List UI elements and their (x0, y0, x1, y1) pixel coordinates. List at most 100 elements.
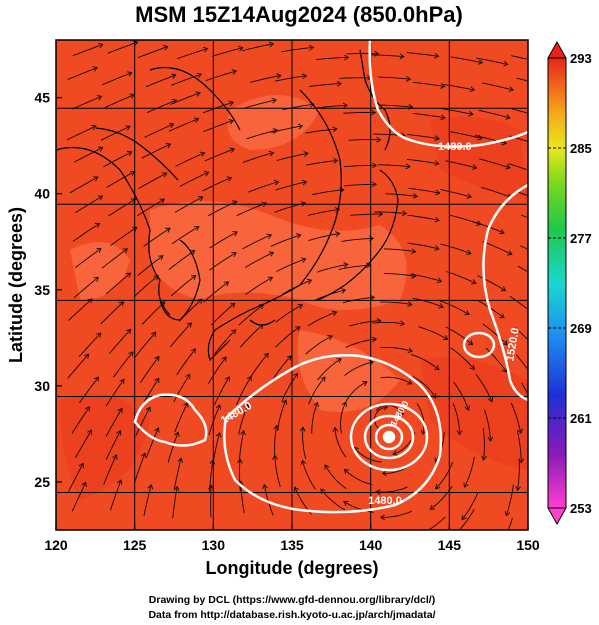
contour-typhoon-outer (223, 354, 442, 514)
streamline-arrowhead (438, 303, 444, 309)
streamline-arrowhead (161, 172, 168, 178)
streamline-arrowhead (273, 424, 279, 430)
streamline (101, 248, 128, 269)
streamline (407, 134, 440, 140)
streamline (475, 373, 493, 402)
streamline (72, 223, 100, 242)
streamline-arrowhead (531, 376, 535, 381)
streamline-arrowhead (229, 147, 235, 153)
streamline-arrowhead (368, 235, 375, 242)
streamline-arrowhead (543, 83, 548, 88)
streamline (276, 258, 306, 272)
streamline (270, 234, 301, 247)
streamline-arrowhead (309, 101, 315, 108)
streamline (67, 463, 84, 493)
streamline-arrowhead (538, 59, 543, 64)
streamline-arrowhead (500, 543, 505, 548)
streamline-arrowhead (440, 83, 446, 89)
streamline-arrowhead (240, 429, 246, 436)
streamline (71, 406, 90, 434)
streamline (380, 346, 413, 352)
streamline (75, 248, 102, 268)
streamline-arrowhead (540, 279, 545, 283)
streamline-arrowhead (464, 405, 470, 411)
streamline (248, 181, 279, 193)
streamline (521, 382, 528, 396)
streamline (174, 196, 204, 213)
streamline (202, 177, 232, 192)
streamline (343, 112, 376, 114)
streamline (427, 516, 446, 530)
streamline (202, 101, 234, 114)
streamline (314, 289, 346, 301)
streamline-arrowhead (272, 128, 279, 134)
streamline (450, 347, 475, 370)
streamline-arrowhead (97, 146, 104, 152)
streamline-arrowhead (299, 426, 306, 432)
streamline-arrowhead (392, 450, 398, 456)
streamline (75, 429, 92, 459)
streamline-arrowhead (154, 377, 160, 384)
streamline-arrowhead (295, 326, 301, 332)
streamline (275, 326, 301, 348)
streamline (100, 301, 124, 325)
streamline (385, 193, 418, 197)
streamline-arrowhead (371, 181, 377, 188)
streamline-arrowhead (507, 250, 513, 256)
streamline-arrowhead (271, 97, 277, 104)
streamline (105, 408, 123, 437)
streamline (374, 406, 388, 430)
streamline-arrowhead (461, 514, 467, 521)
streamline-arrowhead (197, 298, 203, 304)
streamline (378, 164, 411, 168)
streamline-arrowhead (238, 45, 244, 52)
streamline (271, 125, 303, 134)
streamline-arrowhead (153, 275, 159, 281)
streamline-arrowhead (96, 332, 102, 338)
streamline-arrowhead (112, 454, 118, 460)
streamline (458, 508, 475, 530)
streamline-arrowhead (434, 216, 440, 223)
streamline-arrowhead (147, 483, 154, 490)
streamline-arrowhead (116, 429, 122, 436)
streamline-arrowhead (472, 164, 478, 170)
streamline-arrowhead (203, 171, 210, 177)
streamline-arrowhead (96, 247, 102, 253)
streamline (479, 158, 511, 169)
contour-typhoon-ring-1 (349, 402, 429, 472)
streamline-arrowhead (293, 372, 299, 379)
streamline (175, 152, 205, 167)
streamline (212, 432, 221, 465)
streamline (72, 95, 102, 110)
streamline (320, 488, 346, 511)
streamline (145, 74, 176, 88)
streamline-arrowhead (231, 252, 237, 258)
streamline (209, 231, 238, 249)
coastlines (56, 49, 399, 362)
lon-tick-label: 125 (123, 537, 147, 553)
streamline-arrowhead (533, 346, 538, 351)
streamline-arrowhead (534, 170, 539, 175)
streamline-arrowhead (126, 151, 133, 157)
streamline-arrowhead (378, 211, 384, 217)
streamline (445, 160, 477, 169)
streamline (305, 335, 333, 355)
streamline (213, 376, 230, 406)
streamline (342, 296, 375, 304)
streamline-arrowhead (98, 42, 104, 49)
streamline-arrowhead (154, 355, 160, 362)
streamline-arrowhead (468, 110, 474, 117)
streamline-arrowhead (368, 360, 374, 366)
streamline (371, 54, 404, 58)
streamline-arrowhead (531, 311, 536, 316)
streamline-arrowhead (129, 170, 136, 177)
streamline (406, 52, 439, 57)
streamline-arrowhead (122, 248, 128, 254)
streamline-arrowhead (467, 340, 474, 346)
streamline-arrowhead (535, 142, 540, 147)
streamline (137, 46, 168, 59)
streamline (271, 355, 292, 382)
streamline-arrowhead (145, 406, 151, 413)
streamline-arrowhead (163, 45, 169, 51)
streamline (208, 356, 227, 384)
